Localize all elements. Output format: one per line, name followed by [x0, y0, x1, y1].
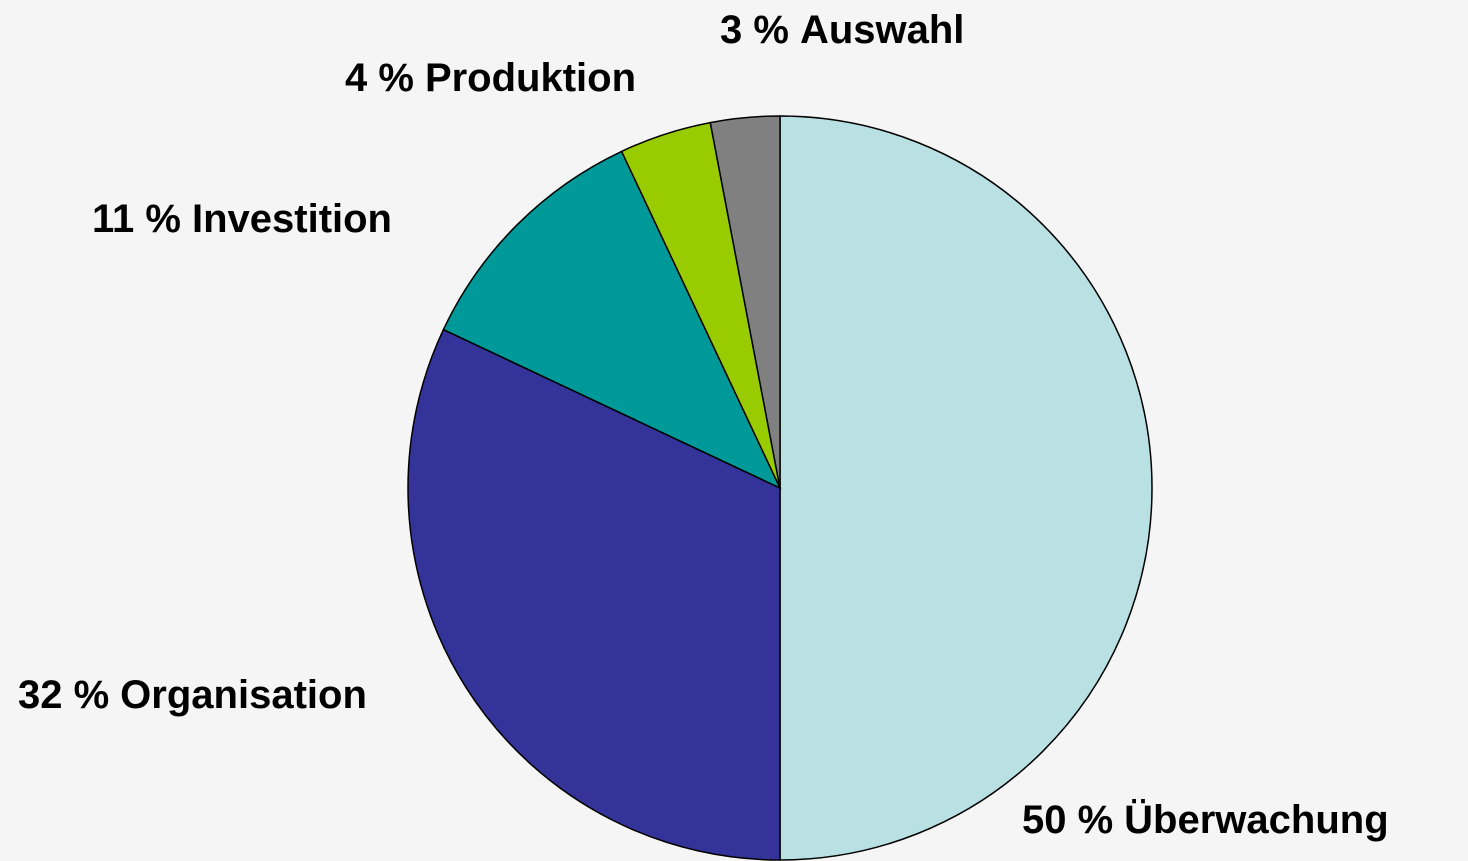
pie-slice [442, 150, 782, 490]
slice-value-label: 32 % [18, 673, 109, 717]
slice-label: 3 % Auswahl [720, 8, 964, 52]
slice-category-label: Auswahl [800, 8, 964, 52]
slice-value-label: 3 % [720, 8, 789, 52]
slice-category-label: Überwachung [1124, 797, 1388, 842]
slice-label: 4 % Produktion [345, 56, 636, 100]
slice-value-label: 50 % [1022, 798, 1113, 842]
slice-value-label: 4 % [345, 56, 414, 100]
slice-category-label: Investition [192, 197, 392, 241]
slice-category-label: Organisation [120, 673, 367, 717]
pie-slice [709, 115, 781, 489]
slice-value-label: 11 % [92, 197, 181, 241]
pie-slice [779, 115, 1153, 861]
slice-category-label: Produktion [425, 56, 636, 100]
slice-label: 50 % Überwachung [1022, 797, 1389, 842]
slice-label: 11 % Investition [92, 197, 392, 241]
pie-slice [407, 328, 781, 861]
slice-label: 32 % Organisation [18, 673, 367, 717]
